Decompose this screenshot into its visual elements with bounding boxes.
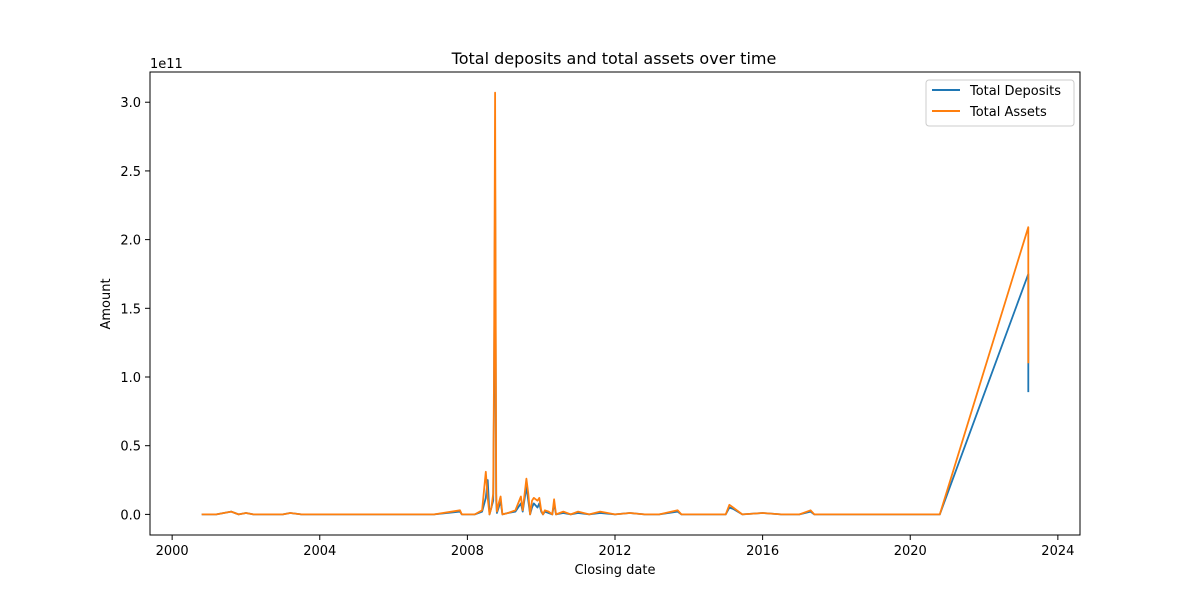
legend-label-total-deposits: Total Deposits [969, 84, 1061, 99]
y-tick-label: 2.5 [120, 165, 141, 180]
y-tick-label: 2.0 [120, 234, 141, 249]
y-tick-label: 0.5 [120, 440, 141, 455]
y-tick-label: 1.5 [120, 302, 141, 317]
x-tick-label: 2000 [156, 544, 189, 559]
y-axis-label: Amount [99, 278, 114, 329]
x-tick-label: 2020 [894, 544, 927, 559]
chart-title: Total deposits and total assets over tim… [451, 49, 777, 68]
x-tick-label: 2016 [746, 544, 779, 559]
x-tick-label: 2008 [451, 544, 484, 559]
x-tick-label: 2012 [598, 544, 631, 559]
x-axis-label: Closing date [575, 563, 656, 578]
legend: Total Deposits Total Assets [926, 80, 1074, 126]
x-tick-label: 2004 [303, 544, 336, 559]
y-offset-label: 1e11 [150, 57, 183, 72]
x-tick-label: 2024 [1041, 544, 1074, 559]
y-tick-label: 1.0 [120, 371, 141, 386]
legend-label-total-assets: Total Assets [969, 105, 1047, 120]
y-tick-label: 3.0 [120, 96, 141, 111]
y-tick-label: 0.0 [120, 508, 141, 523]
